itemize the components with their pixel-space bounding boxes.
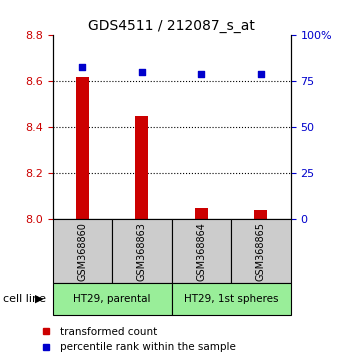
Bar bbox=[53, 283, 172, 315]
Text: ▶: ▶ bbox=[35, 294, 44, 304]
Text: cell line: cell line bbox=[3, 294, 46, 304]
Bar bbox=[76, 77, 89, 219]
Text: HT29, parental: HT29, parental bbox=[73, 294, 151, 304]
Bar bbox=[112, 219, 172, 283]
Text: GSM368865: GSM368865 bbox=[256, 222, 266, 281]
Bar bbox=[195, 208, 208, 219]
Bar bbox=[135, 116, 149, 219]
Bar bbox=[231, 219, 291, 283]
Text: GSM368860: GSM368860 bbox=[78, 222, 87, 281]
Point bbox=[80, 64, 85, 69]
Point bbox=[139, 69, 145, 75]
Bar bbox=[53, 219, 112, 283]
Title: GDS4511 / 212087_s_at: GDS4511 / 212087_s_at bbox=[88, 19, 255, 33]
Legend: transformed count, percentile rank within the sample: transformed count, percentile rank withi… bbox=[36, 327, 236, 352]
Bar bbox=[254, 210, 268, 219]
Point bbox=[258, 71, 264, 77]
Text: GSM368864: GSM368864 bbox=[197, 222, 206, 281]
Text: GSM368863: GSM368863 bbox=[137, 222, 147, 281]
Text: HT29, 1st spheres: HT29, 1st spheres bbox=[184, 294, 278, 304]
Point bbox=[199, 71, 204, 77]
Bar bbox=[172, 219, 231, 283]
Bar bbox=[172, 283, 291, 315]
